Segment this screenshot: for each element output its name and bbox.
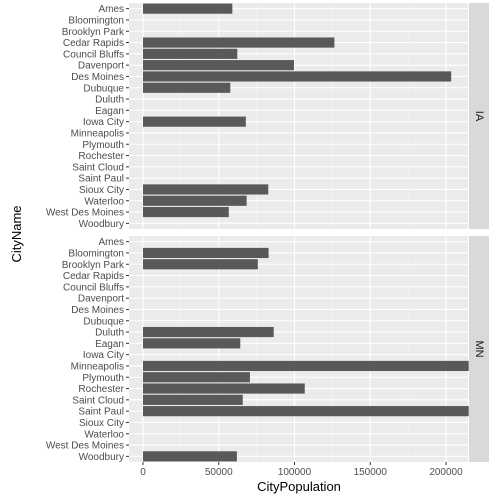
y-tick-label: Woodbury (79, 219, 124, 230)
y-tick-label: Dubuque (83, 316, 124, 327)
bar (143, 206, 229, 218)
y-tick-label: Minneapolis (71, 128, 124, 139)
bar (143, 48, 238, 59)
panel-background (129, 236, 468, 462)
bar (143, 326, 274, 338)
bar (143, 451, 237, 462)
x-axis-title: CityPopulation (257, 479, 341, 494)
y-tick-label: Iowa City (83, 117, 124, 128)
strip-background (469, 236, 489, 462)
y-tick-label: Iowa City (83, 350, 124, 361)
panel-background (129, 3, 468, 229)
y-tick-label: Saint Cloud (72, 162, 124, 173)
bar (143, 372, 250, 383)
y-tick-label: West Des Moines (46, 441, 124, 452)
strip-background (469, 3, 489, 229)
x-tick-label: 150000 (354, 467, 388, 478)
y-tick-label: Ames (98, 4, 124, 15)
y-tick-label: Rochester (78, 151, 124, 162)
y-tick-label: Davenport (78, 294, 124, 305)
bar (143, 360, 469, 372)
y-tick-label: Cedar Rapids (63, 271, 124, 282)
y-tick-label: Sioux City (79, 418, 124, 429)
bar (143, 116, 246, 127)
x-tick-label: 0 (140, 467, 146, 478)
x-tick-label: 50000 (205, 467, 233, 478)
bar (143, 184, 269, 195)
y-tick-label: Waterloo (84, 429, 124, 440)
bar (143, 82, 231, 93)
bar (143, 338, 241, 349)
x-tick-label: 100000 (278, 467, 312, 478)
bar (143, 259, 258, 270)
y-tick-label: Council Bluffs (63, 282, 124, 293)
bar (143, 195, 247, 206)
facet-strip-label: IA (473, 111, 485, 122)
y-tick-label: Cedar Rapids (63, 38, 124, 49)
x-tick-label: 200000 (429, 467, 463, 478)
y-tick-label: Rochester (78, 384, 124, 395)
bar (143, 3, 233, 14)
y-tick-label: Waterloo (84, 196, 124, 207)
y-tick-label: Plymouth (82, 140, 124, 151)
y-tick-label: Bloomington (68, 15, 124, 26)
y-tick-label: Duluth (95, 328, 124, 339)
y-tick-label: Sioux City (79, 185, 124, 196)
bar (143, 71, 452, 82)
x-axis: 0 50000 100000 150000 200000 (140, 462, 463, 478)
y-tick-label: Bloomington (68, 248, 124, 259)
y-tick-label: Ames (98, 237, 124, 248)
y-tick-label: Eagan (95, 106, 124, 117)
y-tick-label: Council Bluffs (63, 49, 124, 60)
y-tick-label: Des Moines (71, 305, 124, 316)
y-tick-label: Minneapolis (71, 361, 124, 372)
y-tick-label: West Des Moines (46, 208, 124, 219)
y-tick-label: Woodbury (79, 452, 124, 463)
y-tick-label: Saint Cloud (72, 395, 124, 406)
bar (143, 37, 335, 48)
y-tick-label: Davenport (78, 61, 124, 72)
y-tick-label: Plymouth (82, 373, 124, 384)
bar (143, 394, 243, 405)
facet-strip-label: MN (473, 340, 485, 357)
y-tick-label: Eagan (95, 339, 124, 350)
bar (143, 247, 269, 259)
bar (143, 383, 305, 394)
y-tick-label: Brooklyn Park (62, 260, 125, 271)
y-tick-label: Dubuque (83, 83, 124, 94)
y-axis-title: CityName (9, 205, 24, 262)
y-tick-label: Saint Paul (78, 174, 124, 185)
bar (143, 60, 295, 71)
y-tick-label: Brooklyn Park (62, 27, 125, 38)
y-tick-label: Des Moines (71, 72, 124, 83)
y-tick-label: Duluth (95, 95, 124, 106)
bar (143, 406, 469, 417)
y-tick-label: Saint Paul (78, 407, 124, 418)
